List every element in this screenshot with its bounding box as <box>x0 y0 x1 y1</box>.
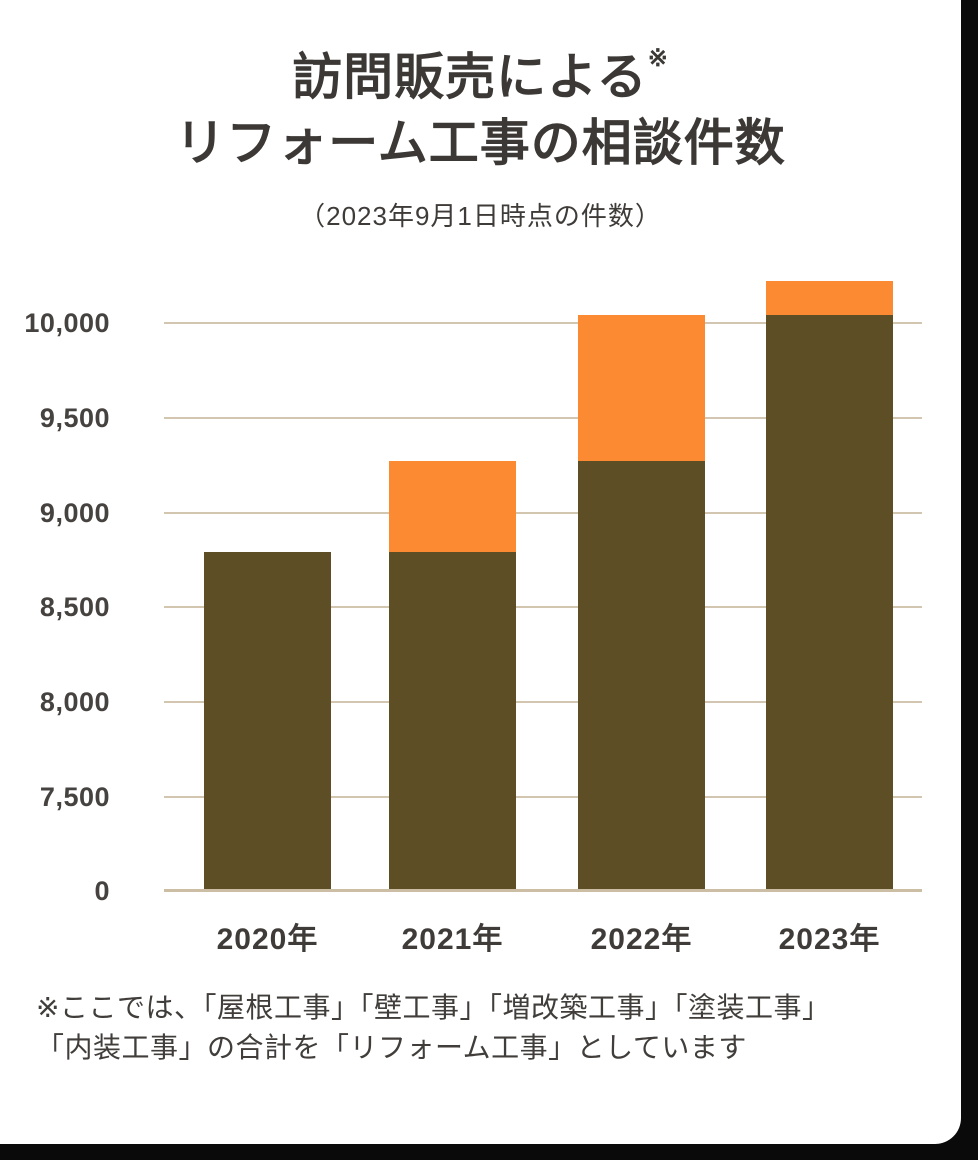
bar-2021年-increase <box>389 461 516 553</box>
x-axis-label-2021年: 2021年 <box>401 923 504 956</box>
gridline-7500 <box>164 796 922 798</box>
bar-2022年-base <box>578 461 705 889</box>
title-line-2: リフォーム工事の相談件数 <box>175 115 786 171</box>
y-axis-label-10000: 10,000 <box>24 308 110 338</box>
y-axis-label-7500: 7,500 <box>39 782 110 812</box>
gridline-8500 <box>164 606 922 609</box>
gridline-9000 <box>164 511 922 514</box>
title-note-marker: ※ <box>647 46 669 72</box>
bar-2022年-increase <box>578 315 705 462</box>
y-axis-label-8000: 8,000 <box>39 687 110 718</box>
y-axis-label-0: 0 <box>94 876 110 906</box>
gridline-9500 <box>164 416 922 419</box>
footnote: ※ここでは、「屋根工事」「壁工事」「増改築工事」「塗装工事」 「内装工事」の合計… <box>36 988 946 1068</box>
gridline-10000 <box>164 322 922 324</box>
bar-2020年-base <box>204 552 331 889</box>
y-axis-label-9500: 9,500 <box>39 402 110 433</box>
chart-title: 訪問販売による※ リフォーム工事の相談件数 <box>0 44 961 176</box>
x-axis-line <box>164 889 922 892</box>
x-axis-label-2020年: 2020年 <box>216 923 319 956</box>
title-line-1: 訪問販売による <box>292 49 648 105</box>
bar-2021年-base <box>389 552 516 889</box>
bar-2023年-base <box>766 315 893 889</box>
footnote-line-1: ※ここでは、「屋根工事」「壁工事」「増改築工事」「塗装工事」 <box>36 992 831 1023</box>
chart-subtitle: （2023年9月1日時点の件数） <box>299 201 662 231</box>
gridline-8000 <box>164 701 922 704</box>
x-axis-label-2023年: 2023年 <box>778 923 881 956</box>
y-axis-label-9000: 9,000 <box>39 497 110 528</box>
y-axis-label-8500: 8,500 <box>39 592 110 623</box>
x-axis-label-2022年: 2022年 <box>590 923 693 956</box>
footnote-line-2: 「内装工事」の合計を「リフォーム工事」としています <box>36 1032 747 1063</box>
bar-2023年-increase <box>766 281 893 316</box>
